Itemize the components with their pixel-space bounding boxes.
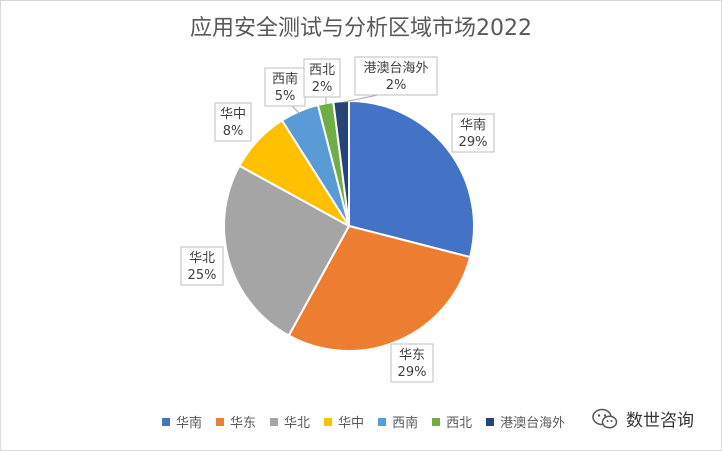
- chart-title: 应用安全测试与分析区域市场2022: [190, 16, 532, 41]
- legend-item-1: 华东: [216, 412, 256, 431]
- chart-legend: 华南 华东 华北 华中 西南 西北 港澳台海外: [162, 412, 579, 431]
- legend-swatch: [432, 417, 441, 426]
- legend-item-4: 西南: [378, 412, 418, 431]
- data-label-percent: 2%: [386, 78, 407, 93]
- pie-slice-1: [287, 224, 472, 352]
- legend-swatch: [216, 417, 225, 426]
- data-label-category: 华东: [399, 348, 425, 363]
- leader-line-6: [343, 94, 379, 103]
- data-label-6: 港澳台海外 2%: [354, 56, 438, 96]
- legend-item-0: 华南: [162, 412, 202, 431]
- data-label-percent: 2%: [312, 80, 333, 95]
- data-label-box: [214, 102, 252, 142]
- legend-swatch: [162, 417, 170, 426]
- data-label-1: 华东 29%: [390, 343, 434, 383]
- data-label-box: [451, 113, 495, 153]
- legend-label: 华中: [338, 416, 365, 431]
- data-label-category: 华南: [460, 117, 486, 133]
- legend-item-3: 华中: [324, 412, 364, 431]
- pie-slice-0: [348, 99, 475, 259]
- legend-swatch: [486, 417, 495, 426]
- data-label-2: 华北 25%: [180, 246, 224, 286]
- legend-item-2: 华北: [270, 412, 310, 431]
- data-label-category: 华北: [189, 251, 215, 266]
- data-label-box: [354, 56, 438, 96]
- legend-label: 华东: [230, 416, 257, 431]
- watermark-text: 数世咨询: [626, 411, 694, 431]
- legend-swatch: [378, 417, 387, 426]
- legend-label: 港澳台海外: [500, 416, 566, 431]
- legend-label: 西南: [392, 416, 419, 431]
- legend-swatch: [324, 417, 333, 426]
- data-label-percent: 25%: [188, 268, 217, 283]
- data-label-percent: 8%: [223, 124, 244, 139]
- pie-slice-2: [222, 164, 351, 337]
- legend-swatch: [270, 417, 279, 426]
- data-label-category: 华中: [220, 107, 246, 122]
- data-label-category: 西北: [309, 63, 335, 78]
- data-label-5: 西北 2%: [303, 58, 341, 98]
- data-label-box: [264, 67, 306, 107]
- watermark: 数世咨询: [592, 406, 694, 431]
- data-label-percent: 29%: [398, 365, 427, 380]
- data-label-percent: 5%: [275, 89, 296, 104]
- data-label-box: [390, 343, 434, 383]
- data-label-category: 西南: [272, 71, 298, 87]
- data-label-percent: 29%: [459, 135, 488, 150]
- legend-item-6: 港澳台海外: [486, 412, 565, 431]
- wechat-icon: [592, 408, 618, 429]
- data-label-box: [180, 246, 224, 286]
- data-label-0: 华南 29%: [451, 113, 495, 153]
- legend-label: 西北: [446, 416, 473, 431]
- data-label-category: 港澳台海外: [363, 60, 428, 76]
- data-label-box: [303, 58, 341, 98]
- legend-label: 华北: [284, 416, 311, 431]
- legend-item-5: 西北: [432, 412, 472, 431]
- leader-line-4: [291, 105, 301, 115]
- legend-label: 华南: [176, 416, 203, 431]
- data-label-4: 西南 5%: [264, 67, 306, 107]
- data-label-3: 华中 8%: [214, 102, 252, 142]
